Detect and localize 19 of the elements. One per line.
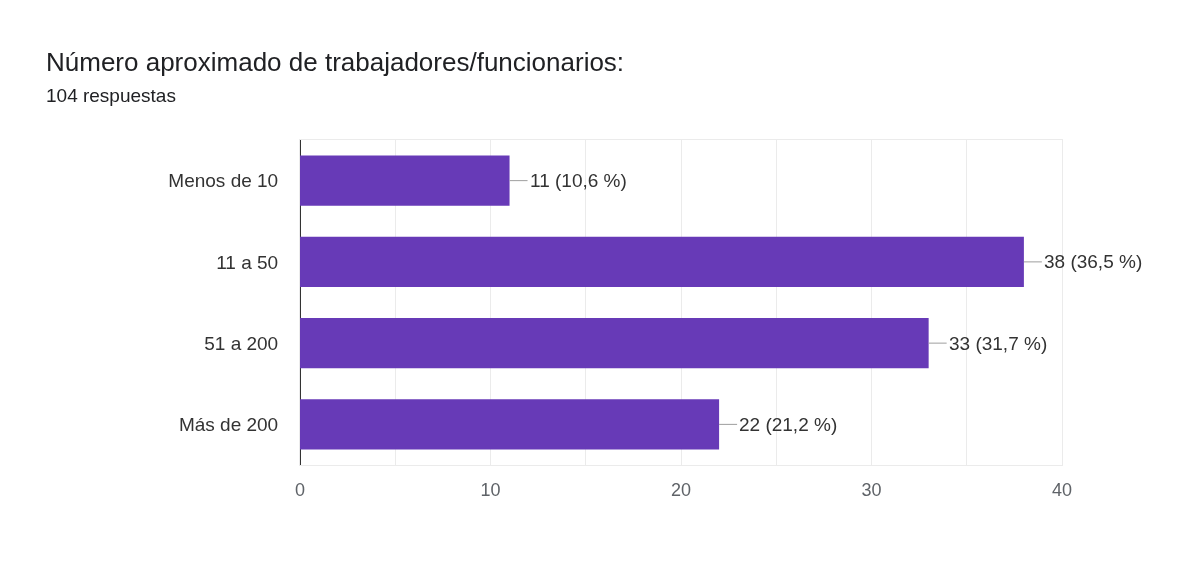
y-tick-label: 11 a 50 <box>216 251 279 273</box>
bar <box>300 236 1024 288</box>
chart-title: Número aproximado de trabajadores/funcionarios: <box>46 47 625 77</box>
x-tick-label: 0 <box>294 479 306 500</box>
x-tick-label: 10 <box>480 479 501 500</box>
text: 104 respuestas <box>46 85 176 106</box>
x-tick-label: 40 <box>1051 479 1073 500</box>
y-tick-label: Menos de 10 <box>168 170 279 192</box>
bar <box>300 317 929 369</box>
y-tick-label: 51 a 200 <box>204 332 279 354</box>
bar <box>300 155 510 206</box>
data-label: 11 (10,6 %) <box>530 170 627 191</box>
data-label: 33 (31,7 %) <box>949 333 1048 354</box>
x-tick-label: 20 <box>670 479 692 500</box>
y-tick-label: Más de 200 <box>178 414 279 436</box>
data-label: 22 (21,2 %) <box>739 414 838 435</box>
data-label: 38 (36,5 %) <box>1044 251 1143 272</box>
bar <box>300 399 720 450</box>
x-tick-label: 30 <box>861 479 882 500</box>
